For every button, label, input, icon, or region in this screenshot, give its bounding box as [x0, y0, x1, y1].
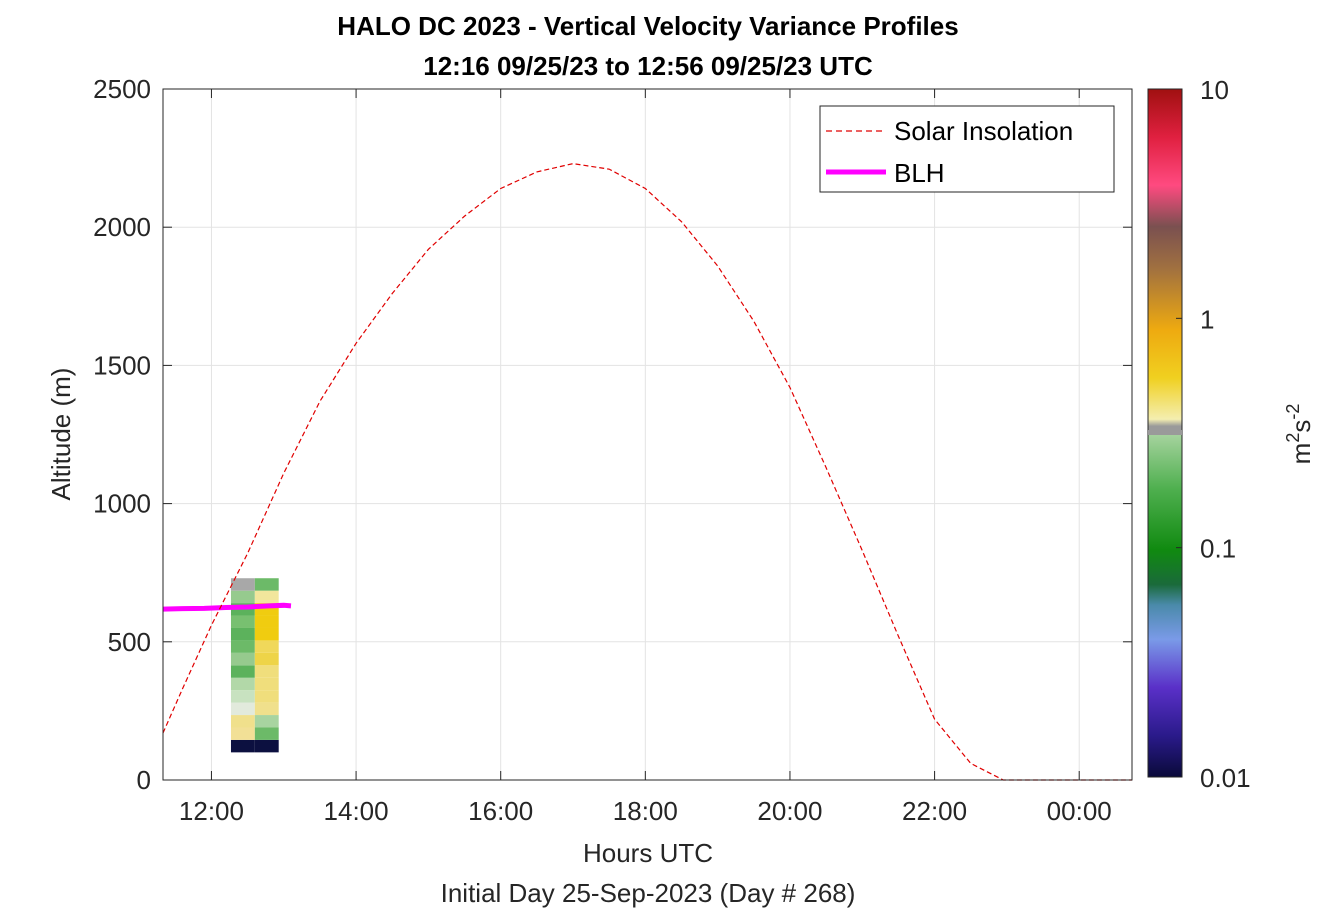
colorbar-label-mid: s [1286, 420, 1316, 433]
colorbar: 0.01 0.1 1 10 m2s-2 [1147, 75, 1316, 793]
blh-line [162, 602, 292, 612]
legend: Solar Insolation BLH [819, 105, 1115, 193]
x-tick-label: 12:00 [179, 796, 244, 826]
x-tick-label: 00:00 [1047, 796, 1112, 826]
y-tick-label: 1500 [93, 350, 151, 380]
heatmap-cell [254, 702, 279, 716]
colorbar-label-base: m [1286, 443, 1316, 465]
heatmap-cell [254, 627, 279, 641]
heatmap-cell [254, 590, 279, 604]
heatmap-cell [230, 677, 255, 691]
heatmap-cell [230, 578, 255, 591]
y-tick-label: 2500 [93, 74, 151, 104]
colorbar-tick-label: 10 [1200, 75, 1229, 105]
heatmap-cell [254, 578, 279, 591]
heatmap-cell [230, 652, 255, 666]
y-tick-label: 0 [137, 765, 151, 795]
heatmap-cell [230, 702, 255, 716]
heatmap-cell [254, 652, 279, 666]
chart-subtitle: 12:16 09/25/23 to 12:56 09/25/23 UTC [423, 51, 873, 81]
heatmap-cell [254, 640, 279, 653]
heatmap-cell [230, 590, 255, 604]
colorbar-label: m2s-2 [1283, 404, 1316, 465]
colorbar-gray-band [1148, 430, 1182, 435]
y-tick-label: 500 [108, 627, 151, 657]
heatmap-cell [254, 665, 279, 678]
colorbar-ticks: 0.01 0.1 1 10 [1176, 75, 1251, 793]
series-lines [162, 163, 1132, 781]
x-tick-label: 22:00 [902, 796, 967, 826]
heatmap-cell [254, 715, 279, 728]
y-axis-ticks: 0 500 1000 1500 2000 2500 [93, 74, 1132, 795]
x-axis-sublabel: Initial Day 25-Sep-2023 (Day # 268) [441, 878, 856, 908]
x-axis-ticks: 12:00 14:00 16:00 18:00 20:00 22:00 00:00 [179, 89, 1112, 826]
heatmap-cell [254, 615, 279, 628]
heatmap-cell [254, 690, 279, 703]
x-tick-label: 20:00 [757, 796, 822, 826]
y-tick-label: 2000 [93, 212, 151, 242]
x-axis-label: Hours UTC [583, 838, 713, 868]
y-axis-label: Altitude (m) [46, 368, 76, 501]
x-tick-label: 18:00 [613, 796, 678, 826]
plot-area [163, 89, 1132, 780]
plot-frame [162, 88, 1133, 781]
colorbar-label-exp2: -2 [1283, 404, 1303, 420]
heatmap-cell [230, 615, 255, 628]
legend-box [819, 105, 1115, 193]
heatmap-cell [254, 727, 279, 740]
heatmap-cell [230, 640, 255, 653]
heatmap-cell [230, 665, 255, 678]
heatmap-cell [230, 739, 255, 753]
colorbar-label-exp1: 2 [1283, 433, 1303, 443]
colorbar-tick-label: 0.01 [1200, 763, 1251, 793]
legend-label-solar: Solar Insolation [894, 116, 1073, 146]
legend-label-blh: BLH [894, 158, 945, 188]
heatmap-cell [254, 677, 279, 691]
heatmap [230, 578, 279, 753]
heatmap-cell [230, 727, 255, 740]
chart-title: HALO DC 2023 - Vertical Velocity Varianc… [337, 11, 958, 41]
x-tick-label: 16:00 [468, 796, 533, 826]
colorbar-tick-label: 0.1 [1200, 534, 1236, 564]
x-tick-label: 14:00 [324, 796, 389, 826]
heatmap-cell [230, 715, 255, 728]
y-tick-label: 1000 [93, 489, 151, 519]
heatmap-cell [254, 739, 279, 753]
heatmap-cell [230, 627, 255, 641]
solar-insolation-line [162, 163, 1132, 781]
colorbar-tick-label: 1 [1200, 304, 1214, 334]
heatmap-cell [230, 690, 255, 703]
